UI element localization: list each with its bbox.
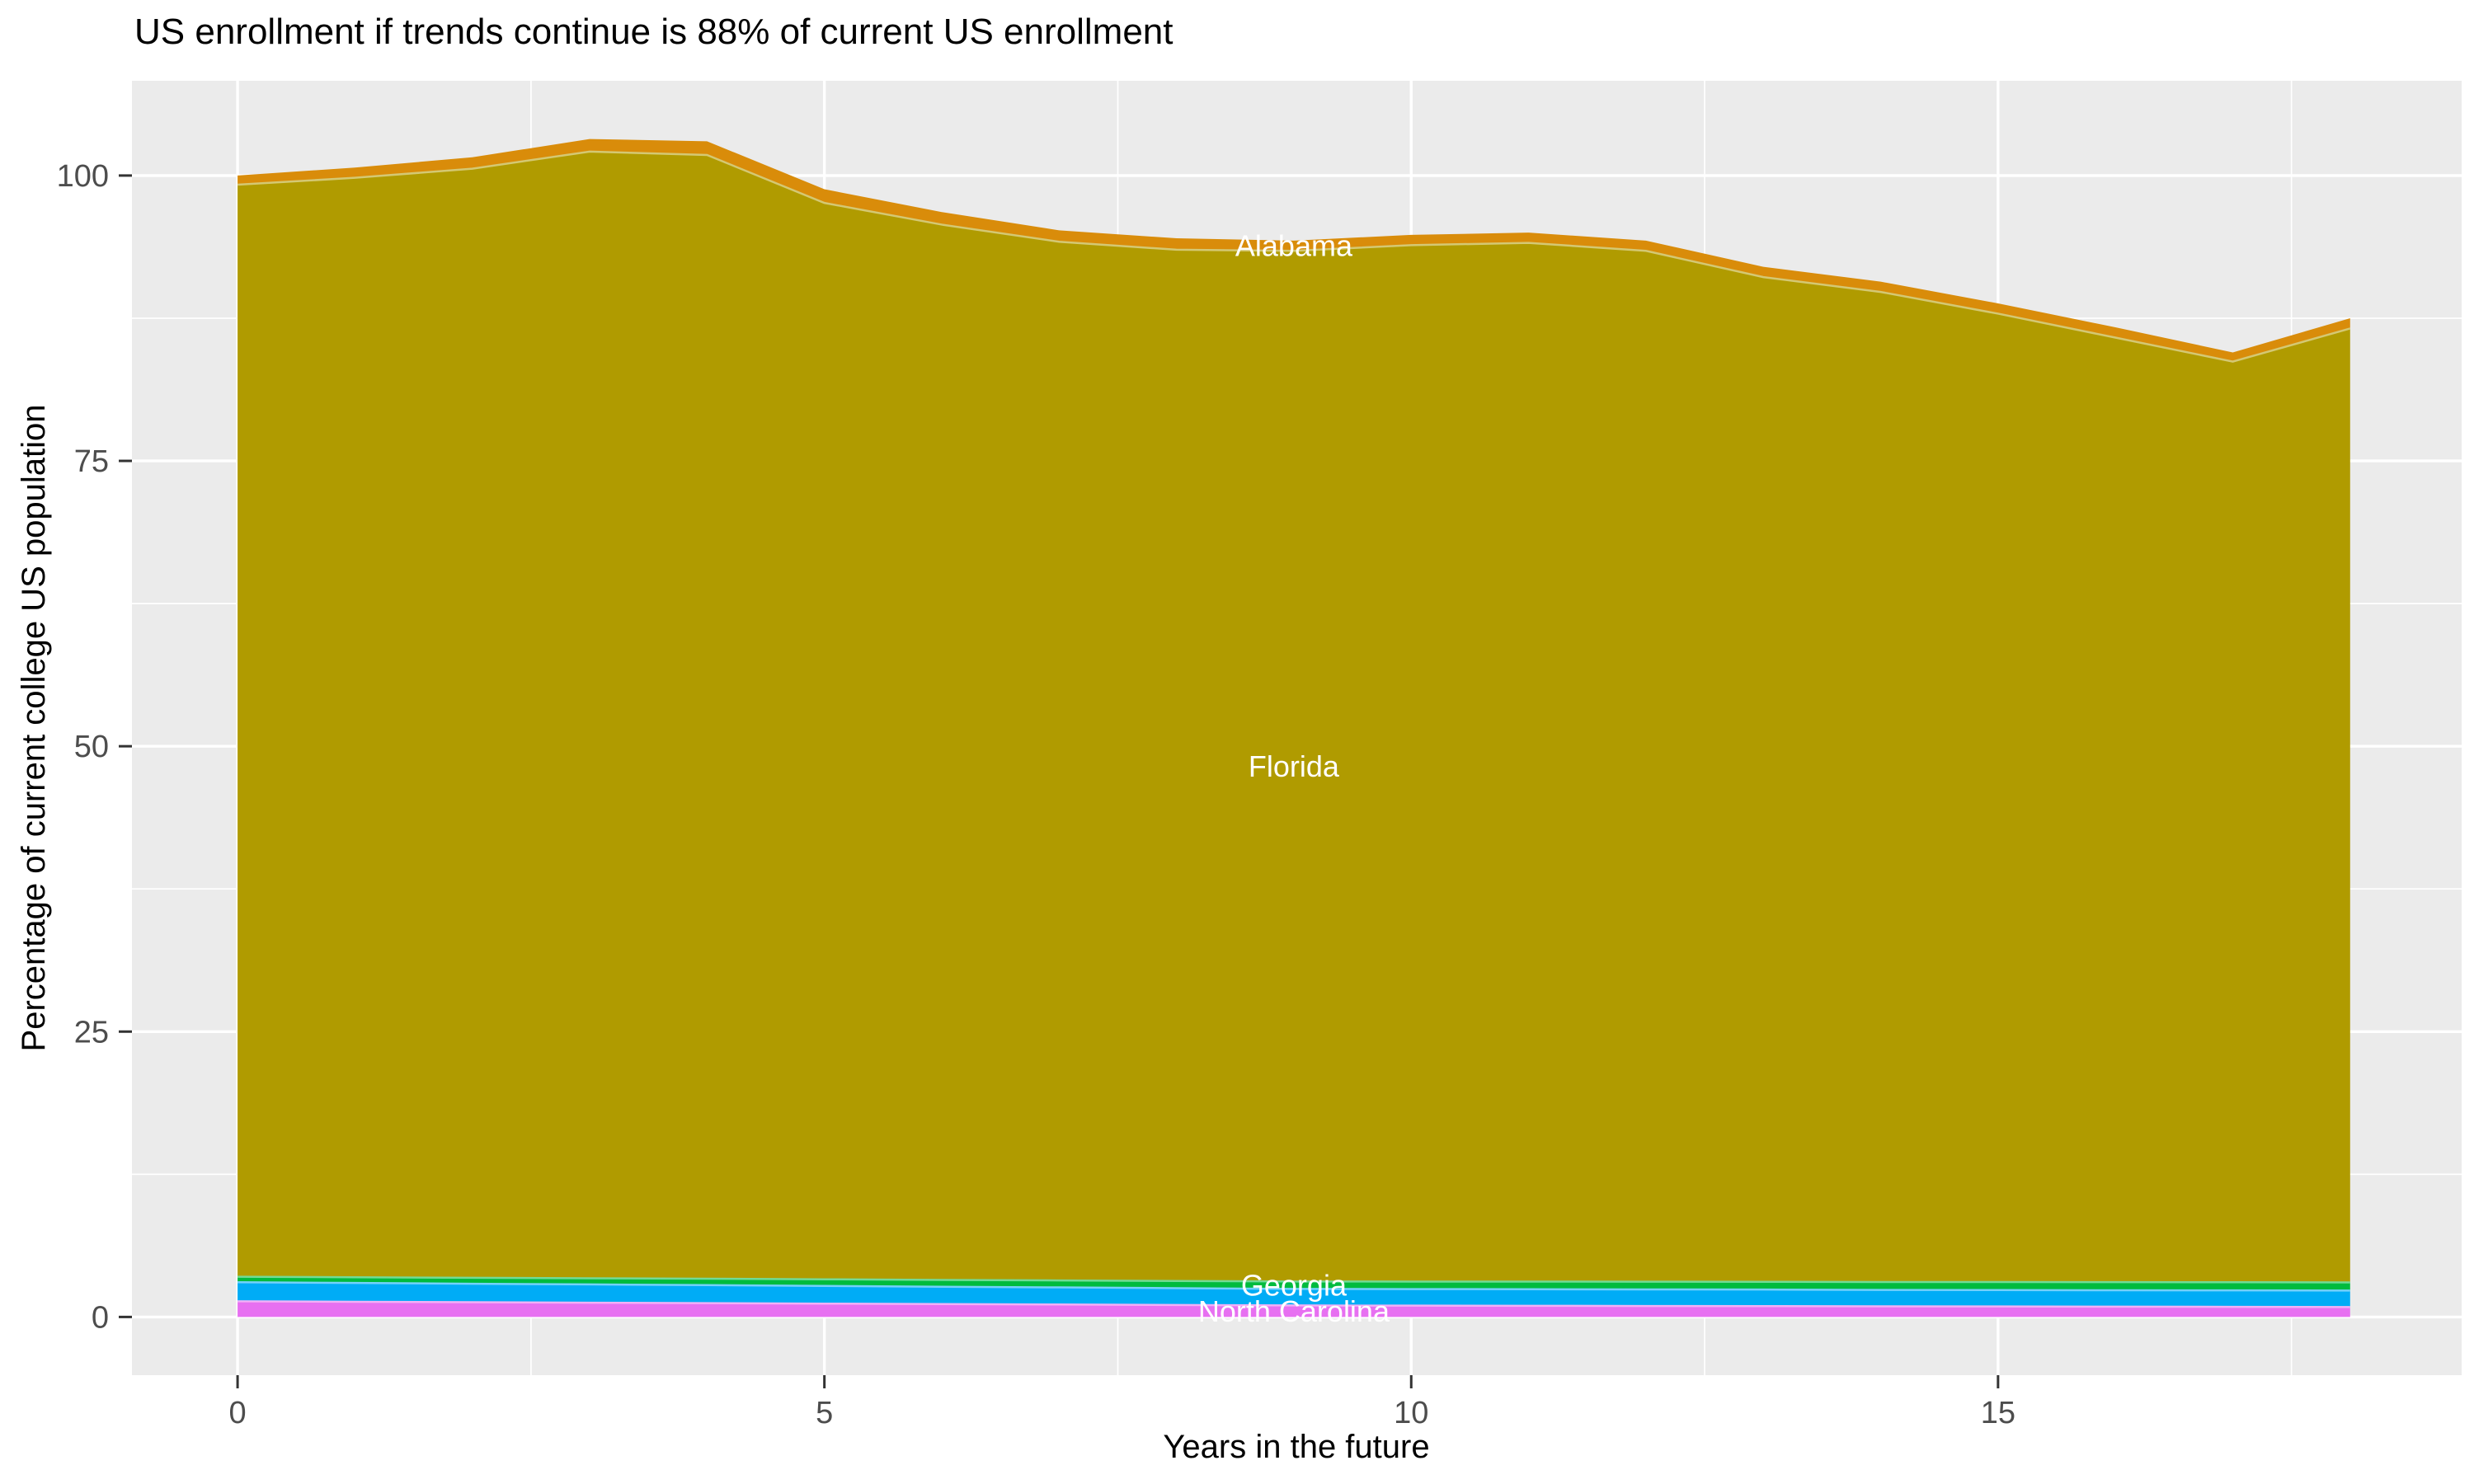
y-tick-label-0: 0	[92, 1300, 109, 1335]
y-axis-title: Percentage of current college US populat…	[16, 405, 52, 1052]
band-top-stroke-north-carolina	[238, 1300, 2350, 1308]
area-band-florida	[238, 151, 2350, 1283]
area-bands	[238, 139, 2350, 1317]
y-tick-labels: 0 25 50 75 100	[57, 159, 109, 1335]
chart-title: US enrollment if trends continue is 88% …	[134, 12, 1173, 52]
area-band-georgia	[238, 1276, 2350, 1291]
y-tick-label-100: 100	[57, 159, 109, 194]
axis-tick-marks	[119, 174, 2000, 1388]
band-top-strokes	[238, 150, 2351, 1308]
y-tick-label-75: 75	[74, 444, 109, 479]
x-tick-label-15: 15	[1981, 1396, 2015, 1430]
series-label-alabama: Alabama	[1235, 229, 1353, 263]
series-label-north-carolina: North Carolina	[1198, 1294, 1390, 1328]
x-axis-title: Years in the future	[1163, 1429, 1429, 1465]
x-tick-labels: 0 5 10 15	[229, 1396, 2015, 1430]
band-top-stroke-georgia	[238, 1275, 2350, 1284]
area-band-unlabeled	[238, 1282, 2350, 1308]
y-tick-label-50: 50	[74, 730, 109, 764]
band-top-stroke-unlabeled	[238, 1281, 2350, 1292]
x-tick-label-0: 0	[229, 1396, 247, 1430]
x-tick-label-10: 10	[1394, 1396, 1428, 1430]
x-tick-label-5: 5	[816, 1396, 833, 1430]
y-tick-label-25: 25	[74, 1015, 109, 1050]
series-label-georgia: Georgia	[1241, 1268, 1348, 1302]
series-label-florida: Florida	[1249, 749, 1340, 783]
band-top-stroke-florida	[238, 150, 2351, 363]
area-band-north-carolina	[238, 1301, 2350, 1317]
